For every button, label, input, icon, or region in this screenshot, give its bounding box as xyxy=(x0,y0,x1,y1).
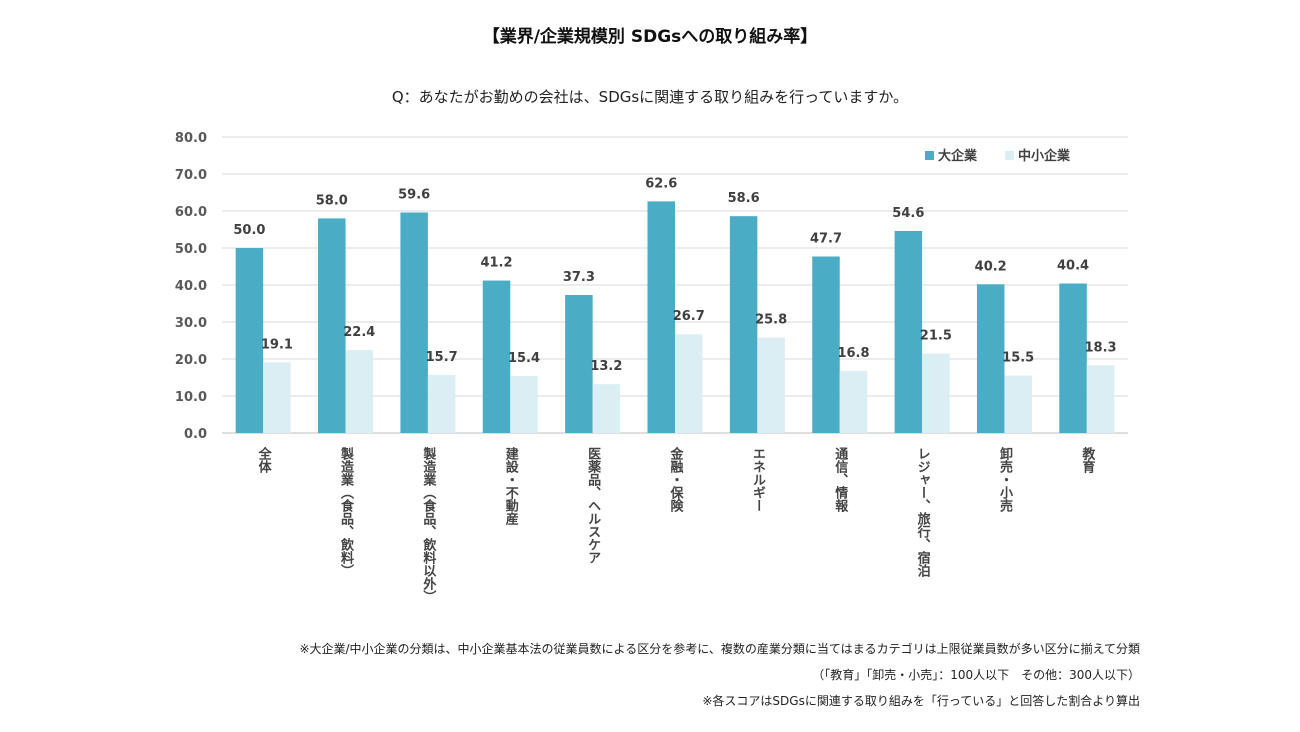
x-category-label: 製造業（食品、飲料） xyxy=(338,446,355,577)
footnote-1: ※大企業/中小企業の分類は、中小企業基本法の従業員数による区分を参考に、複数の産… xyxy=(299,642,1140,656)
footnote-3: ※各スコアはSDGsに関連する取り組みを「行っている」と回答した割合より算出 xyxy=(702,694,1140,708)
chart-title: 【業界/企業規模別 SDGsへの取り組み率】 xyxy=(482,27,818,47)
bar-sme xyxy=(839,370,868,433)
legend-label: 中小企業 xyxy=(1018,148,1071,164)
footnotes: ※大企業/中小企業の分類は、中小企業基本法の従業員数による区分を参考に、複数の産… xyxy=(299,636,1140,714)
x-category-label: レジャー、旅行、宿泊 xyxy=(915,447,932,578)
data-label: 21.5 xyxy=(920,328,952,343)
x-category-label: 全体 xyxy=(256,446,273,474)
bar-sme xyxy=(1086,365,1115,433)
y-tick-label: 80.0 xyxy=(175,131,207,146)
x-category-label: 医薬品、ヘルスケア xyxy=(585,447,602,564)
y-tick-label: 10.0 xyxy=(175,390,207,405)
data-label: 50.0 xyxy=(233,223,265,238)
data-label: 40.2 xyxy=(975,259,1007,274)
data-label: 40.4 xyxy=(1057,259,1089,274)
bar-large xyxy=(1059,283,1087,433)
bar-large xyxy=(318,218,346,433)
x-category-label: 製造業（食品、飲料以外） xyxy=(420,446,437,603)
data-label: 54.6 xyxy=(892,206,924,221)
data-label: 58.6 xyxy=(728,191,760,206)
x-category-label: 金融・保険 xyxy=(668,446,685,513)
data-label: 19.1 xyxy=(261,337,293,352)
data-label: 22.4 xyxy=(343,325,375,340)
y-tick-label: 20.0 xyxy=(175,353,207,368)
x-category-label: 通信、情報 xyxy=(832,446,848,513)
data-label: 26.7 xyxy=(673,309,705,324)
data-label: 15.4 xyxy=(508,351,540,366)
bar-large xyxy=(647,201,675,433)
bar-sme xyxy=(510,376,538,433)
bar-large xyxy=(976,284,1005,433)
x-category-label: 卸売・小売 xyxy=(997,446,1013,513)
legend-swatch xyxy=(925,151,934,160)
data-label: 16.8 xyxy=(837,346,869,361)
legend-swatch xyxy=(1005,151,1014,160)
bar-large xyxy=(235,248,264,433)
data-label: 15.7 xyxy=(426,350,458,365)
bar-sme xyxy=(675,334,703,433)
data-label: 37.3 xyxy=(563,270,595,285)
bar-sme xyxy=(922,353,950,433)
bar-large xyxy=(400,212,428,433)
data-label: 62.6 xyxy=(645,176,677,191)
data-label: 13.2 xyxy=(590,359,622,374)
data-label: 15.5 xyxy=(1002,351,1034,366)
footnote-2: （「教育」「卸売・小売」：100人以下 その他：300人以下） xyxy=(812,668,1140,682)
bar-sme xyxy=(345,350,374,433)
bar-large xyxy=(565,294,593,433)
bar-large xyxy=(812,256,840,433)
y-tick-label: 30.0 xyxy=(175,316,207,331)
y-tick-label: 0.0 xyxy=(184,427,207,442)
x-category-label: 建設・不動産 xyxy=(503,446,518,526)
y-tick-label: 40.0 xyxy=(175,279,207,294)
bar-sme xyxy=(757,337,785,433)
data-label: 47.7 xyxy=(810,232,842,247)
data-label: 58.0 xyxy=(316,193,348,208)
data-label: 41.2 xyxy=(480,256,512,271)
bar-sme xyxy=(263,362,291,433)
bar-large xyxy=(729,216,758,433)
data-label: 18.3 xyxy=(1085,340,1117,355)
data-label: 59.6 xyxy=(398,187,430,202)
y-tick-label: 50.0 xyxy=(175,242,207,257)
x-category-label: エネルギー xyxy=(750,447,766,512)
legend-label: 大企業 xyxy=(938,148,978,164)
y-tick-label: 70.0 xyxy=(175,168,207,183)
data-label: 25.8 xyxy=(755,313,787,328)
x-category-label: 教育 xyxy=(1079,446,1096,474)
survey-question: Q：あなたがお勤めの会社は、SDGsに関連する取り組みを行っていますか。 xyxy=(391,88,909,106)
y-tick-label: 60.0 xyxy=(175,205,207,220)
bar-sme xyxy=(427,374,456,433)
bar-sme xyxy=(592,384,621,433)
bar-sme xyxy=(1004,375,1032,433)
bar-large xyxy=(482,280,511,433)
bar-large xyxy=(894,230,923,433)
